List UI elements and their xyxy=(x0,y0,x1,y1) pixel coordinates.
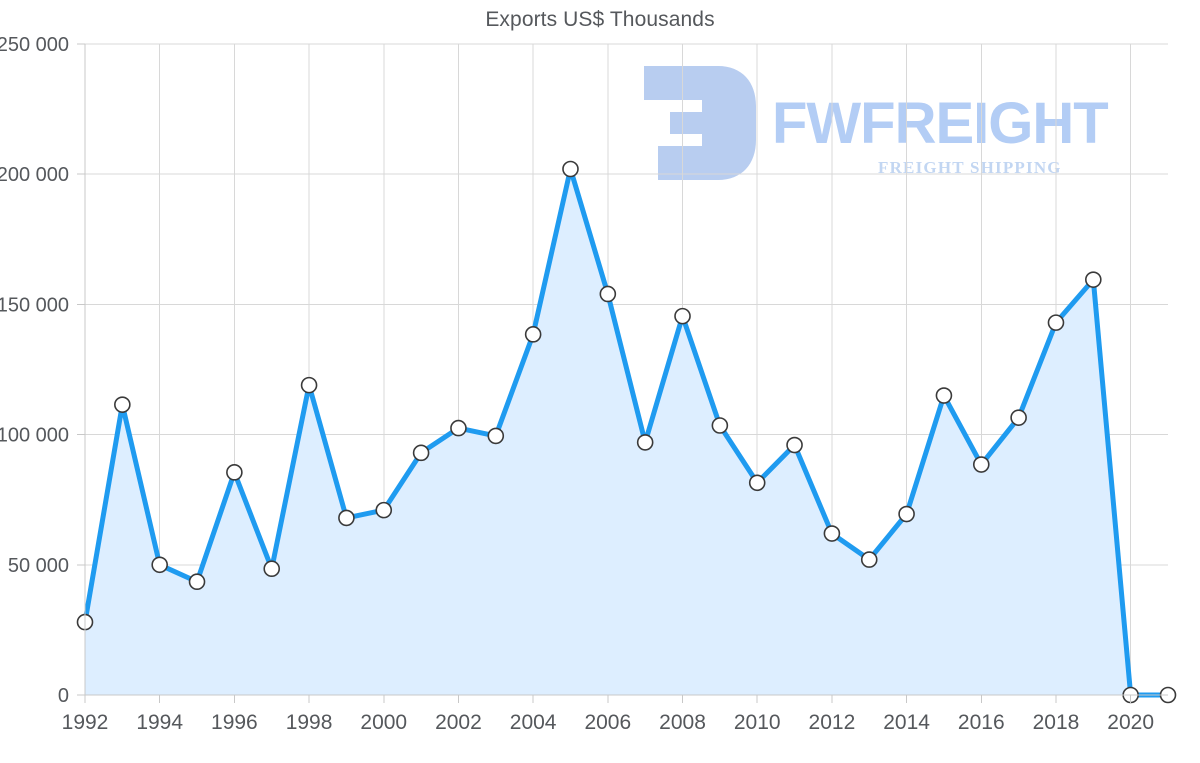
x-tick-labels: 1992 1994 1996 1998 2000 2002 2004 2006 2008 2010… xyxy=(62,711,1154,734)
x-tick-label: 1998 xyxy=(286,711,333,734)
data-point-marker xyxy=(636,434,654,451)
data-point-marker xyxy=(226,464,243,481)
series-markers xyxy=(76,160,1177,704)
data-point-marker xyxy=(860,551,878,568)
data-point-marker xyxy=(898,505,915,523)
data-point-marker xyxy=(562,160,579,178)
data-point-marker xyxy=(1010,409,1027,426)
data-point-marker xyxy=(711,417,729,434)
data-point-marker xyxy=(599,285,617,303)
data-point-marker xyxy=(412,444,430,462)
chart-title: Exports US$ Thousands xyxy=(485,8,715,31)
data-point-marker xyxy=(823,525,841,542)
data-point-marker xyxy=(1047,314,1065,331)
x-tick-label: 1996 xyxy=(211,711,258,734)
data-point-marker xyxy=(300,376,318,394)
x-tick-label: 2018 xyxy=(1033,711,1080,734)
data-point-marker xyxy=(487,427,505,445)
x-tick-label: 2004 xyxy=(510,711,557,734)
series-line xyxy=(82,166,1171,698)
x-tick-label: 2002 xyxy=(435,711,482,734)
data-point-marker xyxy=(450,419,467,437)
data-point-marker xyxy=(188,573,206,591)
x-tick-label: 1992 xyxy=(62,711,109,734)
data-point-marker xyxy=(1085,271,1102,288)
y-tick-labels: 0 50 000 100 000 150 000 200 000 250 000 xyxy=(0,34,69,707)
data-point-marker xyxy=(786,436,803,454)
x-tick-label: 2012 xyxy=(809,711,856,734)
x-tick-label: 2010 xyxy=(734,711,781,734)
data-point-marker xyxy=(972,456,990,473)
x-tick-label: 2000 xyxy=(360,711,407,734)
data-point-marker xyxy=(524,326,542,343)
series-area xyxy=(85,168,1168,696)
y-tick-label: 250 000 xyxy=(0,34,69,56)
data-point-marker xyxy=(674,307,691,325)
axes xyxy=(77,43,1168,703)
x-tick-label: 2014 xyxy=(883,711,930,734)
x-tick-label: 2008 xyxy=(659,711,706,734)
data-point-marker xyxy=(375,501,393,519)
y-tick-label: 100 000 xyxy=(0,425,69,447)
y-tick-label: 200 000 xyxy=(0,164,69,186)
x-tick-label: 2016 xyxy=(958,711,1005,734)
y-tick-label: 0 xyxy=(58,685,69,707)
data-point-marker xyxy=(114,396,131,413)
data-point-marker xyxy=(338,509,355,527)
y-tick-label: 150 000 xyxy=(0,294,69,316)
y-tick-label: 50 000 xyxy=(8,555,69,577)
x-tick-label: 2020 xyxy=(1107,711,1154,734)
x-tick-label: 1994 xyxy=(136,711,183,734)
data-point-marker xyxy=(263,560,281,578)
data-point-marker xyxy=(151,556,168,574)
x-tick-label: 2006 xyxy=(584,711,631,734)
data-point-marker xyxy=(935,387,953,404)
data-point-marker xyxy=(748,474,766,492)
